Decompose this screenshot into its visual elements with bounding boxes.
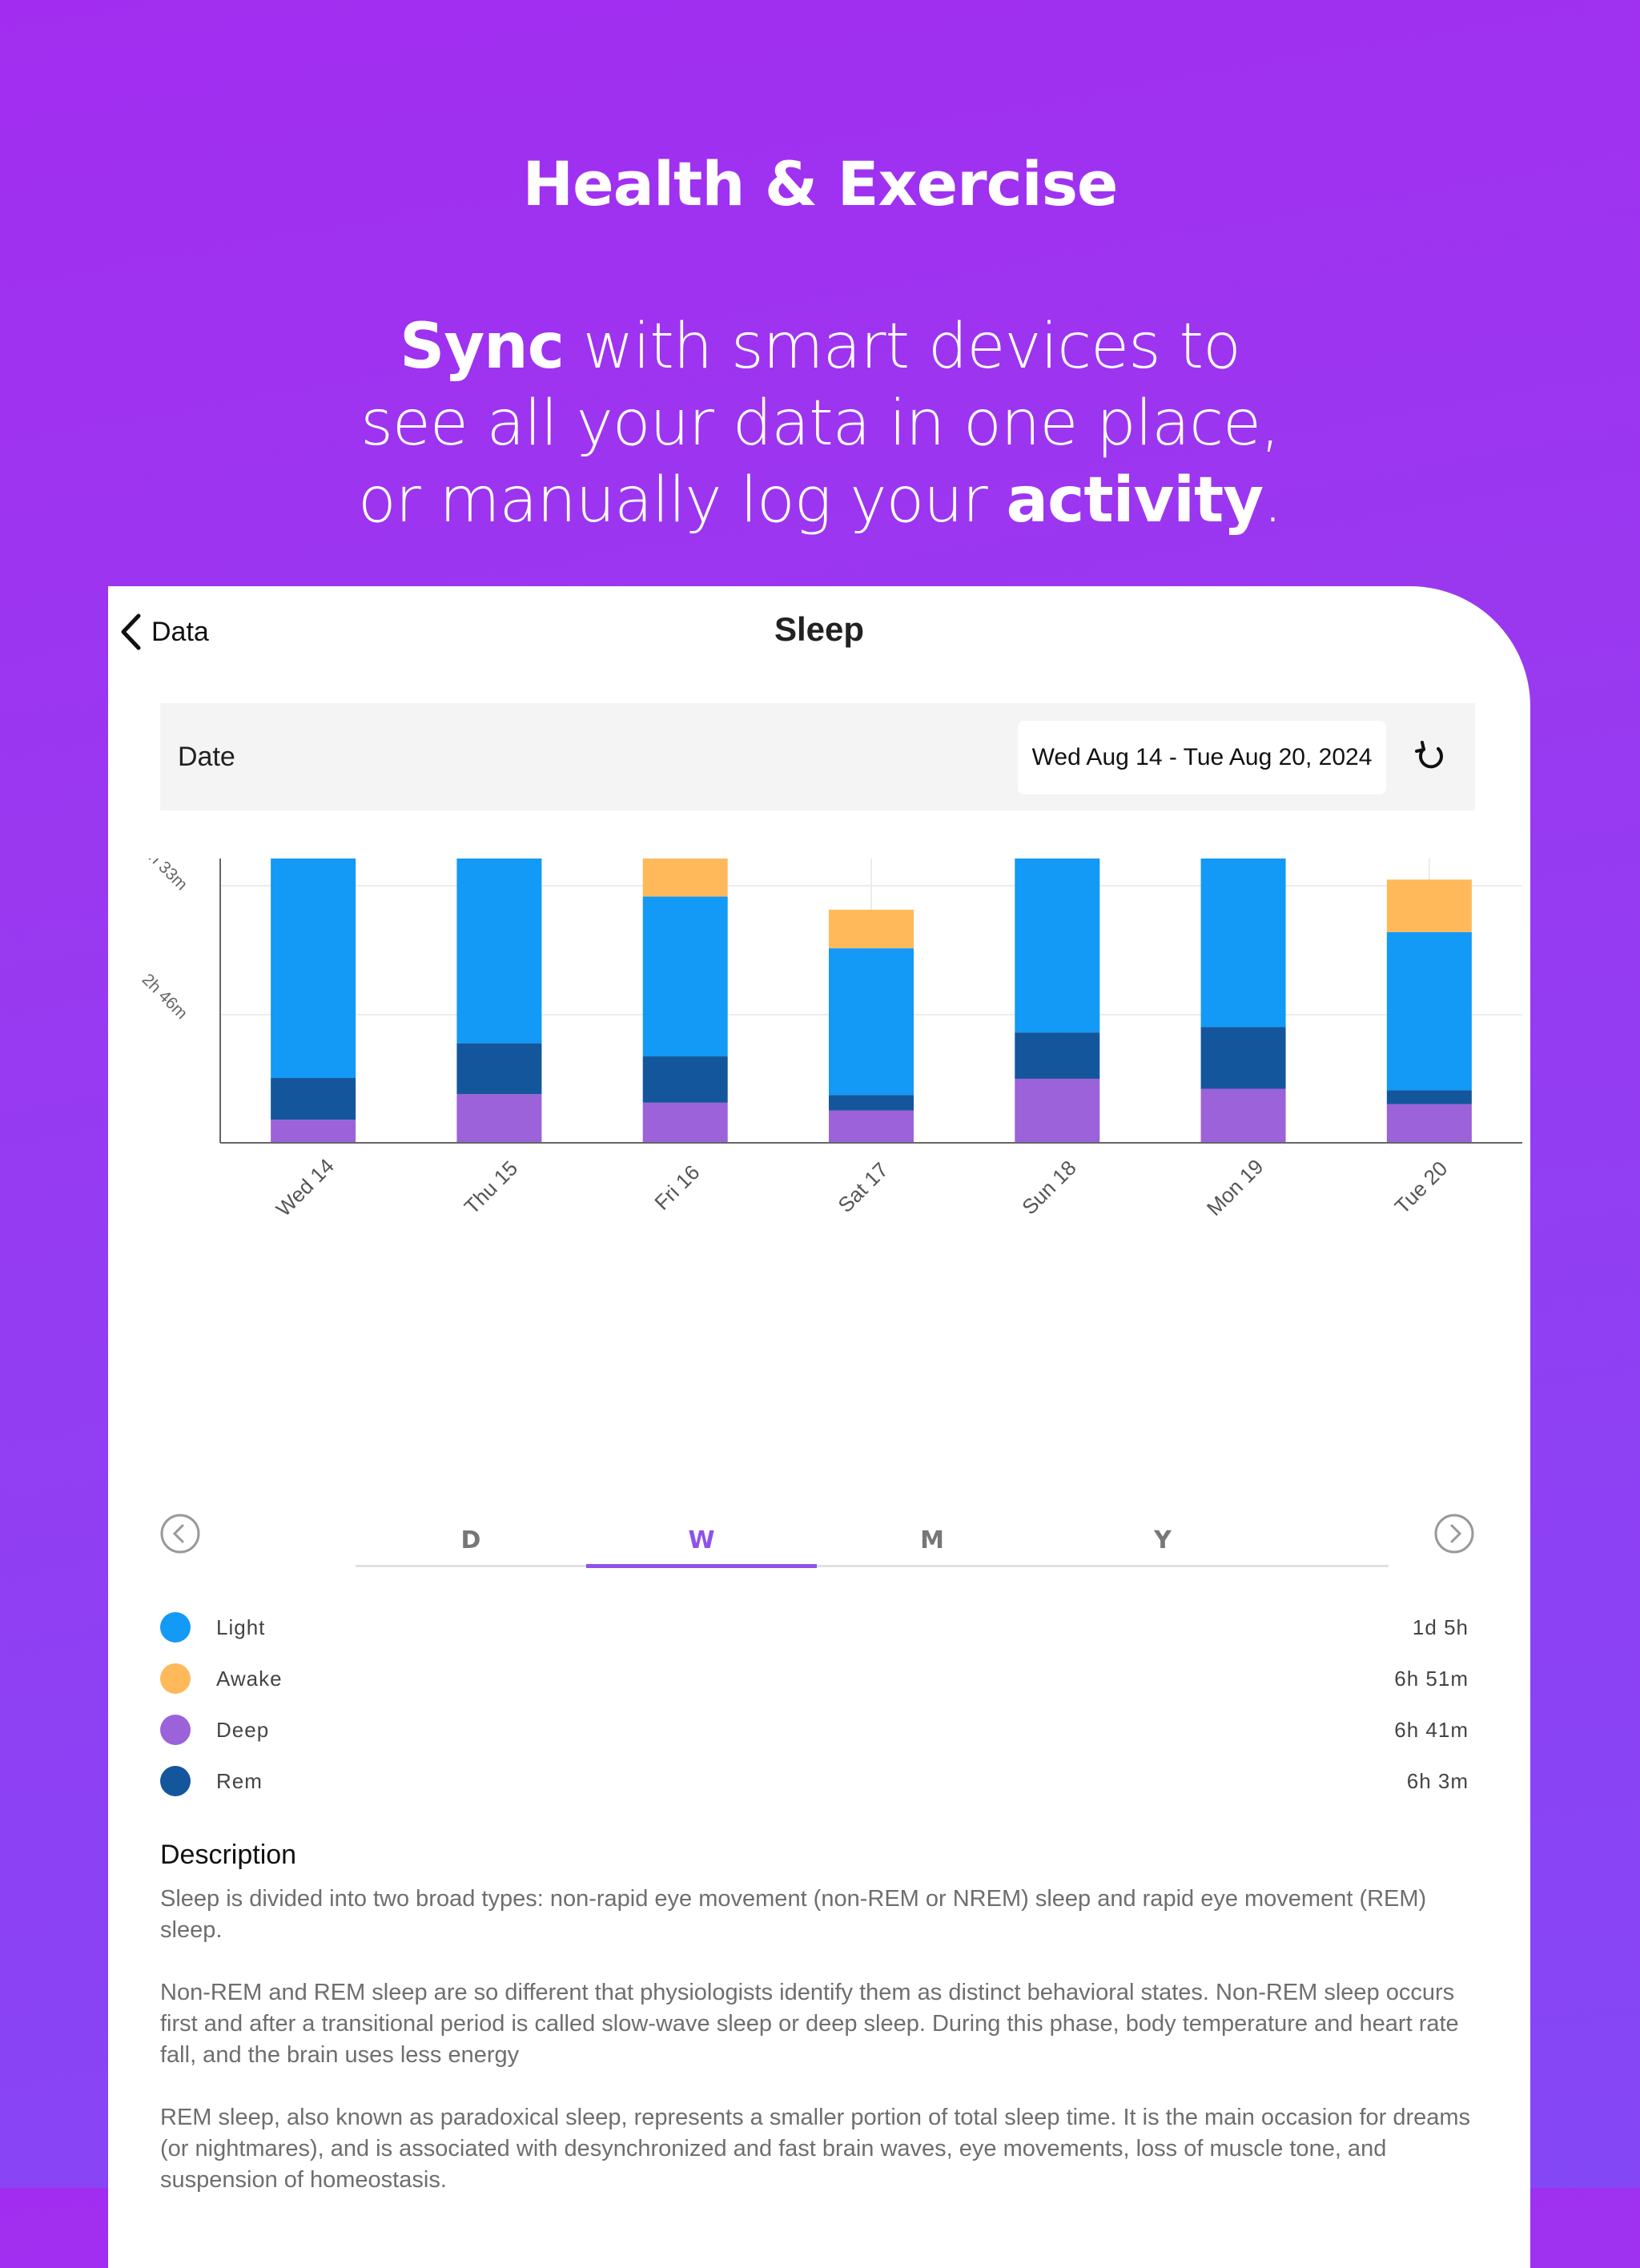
back-button[interactable]: Data xyxy=(119,613,209,650)
legend-name: Light xyxy=(216,1615,266,1639)
deep-color-dot xyxy=(160,1715,191,1745)
promo-line1: with smart devices to xyxy=(563,311,1241,383)
x-tick-label: Sat 17 xyxy=(833,1157,892,1216)
x-tick-label: Wed 14 xyxy=(271,1154,339,1221)
legend-item-rem: Rem 6h 3m xyxy=(160,1759,1475,1811)
rem-color-dot xyxy=(160,1766,191,1796)
legend-item-light: Light 1d 5h xyxy=(160,1606,1475,1657)
description-paragraph: Non-REM and REM sleep are so different t… xyxy=(160,1980,1459,2068)
awake-color-dot xyxy=(160,1663,191,1694)
range-tabs: D W M Y xyxy=(356,1522,1389,1568)
bar-rem-segment xyxy=(829,1095,914,1111)
x-tick-label: Thu 15 xyxy=(460,1156,522,1218)
back-button-label: Data xyxy=(151,616,209,647)
x-tick-label: Mon 19 xyxy=(1202,1154,1268,1220)
legend-name: Awake xyxy=(216,1667,283,1691)
bar-light-segment xyxy=(1015,859,1100,1033)
legend-value: 1d 5h xyxy=(1412,1615,1469,1639)
bar-awake-segment xyxy=(642,859,728,897)
bar-rem-segment xyxy=(456,1043,542,1095)
x-tick-label: Tue 20 xyxy=(1390,1156,1453,1219)
tab-month[interactable]: M xyxy=(920,1526,944,1554)
date-filter-bar: Date Wed Aug 14 - Tue Aug 20, 2024 xyxy=(160,703,1475,810)
promo-period: . xyxy=(1263,464,1283,537)
bar-light-segment xyxy=(642,896,728,1057)
bar-rem-segment xyxy=(642,1056,728,1103)
bar-rem-segment xyxy=(1200,1027,1286,1089)
sleep-legend: Light 1d 5h Awake 6h 51m Deep 6h 41m Rem… xyxy=(160,1606,1475,1811)
bar-light-segment xyxy=(456,859,542,1044)
promo-line2: see all your data in one place, xyxy=(360,388,1280,460)
description-body: Sleep is divided into two broad types: n… xyxy=(160,1884,1481,2227)
x-tick-label: Fri 16 xyxy=(649,1160,704,1215)
bar-deep-segment xyxy=(1200,1088,1286,1143)
y-tick-label: 2h 46m xyxy=(139,971,191,1023)
legend-item-deep: Deep 6h 41m xyxy=(160,1708,1475,1759)
date-range-picker[interactable]: Wed Aug 14 - Tue Aug 20, 2024 xyxy=(1018,721,1386,794)
bar-deep-segment xyxy=(642,1102,728,1143)
bar-rem-segment xyxy=(271,1078,356,1120)
app-screen: Data Sleep Date Wed Aug 14 - Tue Aug 20,… xyxy=(108,586,1530,2268)
description-paragraph: REM sleep, also known as paradoxical sle… xyxy=(160,2105,1471,2193)
page-title: Sleep xyxy=(774,610,865,648)
description-title: Description xyxy=(160,1840,297,1870)
chevron-left-icon xyxy=(121,613,141,650)
promo-title: Health & Exercise xyxy=(522,148,1119,219)
date-label: Date xyxy=(178,742,235,772)
bar-deep-segment xyxy=(1386,1104,1472,1143)
bar-awake-segment xyxy=(829,909,914,949)
bar-light-segment xyxy=(1200,859,1286,1027)
y-tick-label: 5h 33m xyxy=(139,859,191,894)
legend-value: 6h 41m xyxy=(1394,1718,1469,1742)
tab-year[interactable]: Y xyxy=(1154,1526,1172,1554)
bar-light-segment xyxy=(829,948,914,1096)
promo-sync-word: Sync xyxy=(400,311,565,383)
bar-deep-segment xyxy=(271,1120,356,1143)
legend-value: 6h 51m xyxy=(1394,1667,1469,1691)
description-paragraph: Sleep is divided into two broad types: n… xyxy=(160,1886,1427,1943)
bar-light-segment xyxy=(1386,931,1472,1091)
bar-deep-segment xyxy=(456,1094,542,1143)
tab-week[interactable]: W xyxy=(586,1522,817,1568)
promo-activity-word: activity xyxy=(1006,464,1264,537)
bar-deep-segment xyxy=(829,1110,914,1143)
bar-rem-segment xyxy=(1386,1090,1472,1104)
light-color-dot xyxy=(160,1612,191,1643)
x-tick-label: Sun 18 xyxy=(1017,1156,1080,1219)
bar-awake-segment xyxy=(1386,879,1472,932)
bar-rem-segment xyxy=(1015,1032,1100,1079)
legend-value: 6h 3m xyxy=(1406,1769,1469,1793)
refresh-icon[interactable] xyxy=(1413,739,1449,774)
promo-subtitle: Sync with smart devices to see all your … xyxy=(0,308,1640,539)
bar-deep-segment xyxy=(1015,1079,1100,1143)
legend-item-awake: Awake 6h 51m xyxy=(160,1657,1475,1708)
promo-line3: or manually log your xyxy=(358,464,1007,537)
next-period-button[interactable] xyxy=(1434,1514,1474,1554)
legend-name: Rem xyxy=(216,1769,263,1793)
tab-day[interactable]: D xyxy=(460,1526,481,1554)
legend-name: Deep xyxy=(216,1718,270,1742)
bar-light-segment xyxy=(271,859,356,1079)
previous-period-button[interactable] xyxy=(160,1514,200,1554)
